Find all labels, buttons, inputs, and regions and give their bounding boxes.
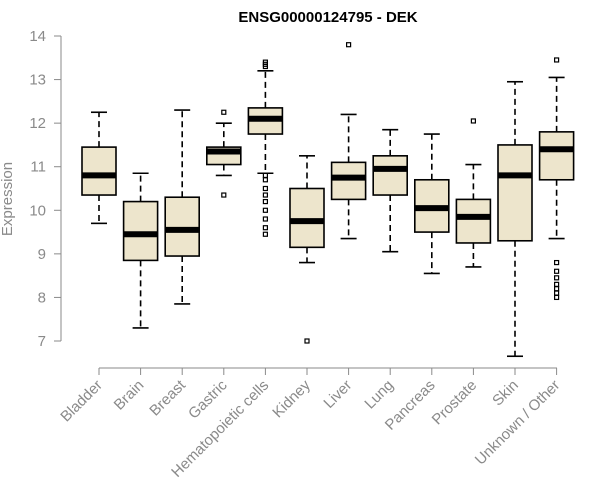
outlier-point — [262, 231, 268, 237]
outlier-point — [221, 192, 227, 198]
iqr-box — [122, 200, 159, 262]
outlier-point — [304, 338, 310, 344]
x-tick-label: Lung — [361, 377, 397, 413]
y-tick-label: 14 — [29, 28, 46, 45]
outlier-point — [553, 294, 560, 301]
x-tick-label: Liver — [320, 377, 355, 412]
iqr-box — [455, 198, 492, 244]
box-group — [247, 59, 284, 237]
outlier-point — [262, 185, 268, 192]
outlier-point — [553, 259, 560, 266]
y-tick-label: 12 — [29, 115, 46, 132]
box-group — [81, 111, 117, 225]
x-tick-label: Bladder — [57, 377, 106, 426]
y-tick-label: 10 — [29, 202, 46, 219]
outlier-point — [262, 225, 268, 231]
outlier-point — [346, 42, 352, 48]
box-group — [538, 57, 575, 301]
outlier-point — [262, 192, 268, 198]
outlier-point — [470, 118, 476, 124]
outlier-point — [262, 216, 268, 222]
iqr-box — [164, 196, 200, 257]
iqr-box — [372, 155, 409, 196]
box-group — [289, 155, 325, 344]
iqr-box — [538, 131, 575, 181]
x-tick-label: Prostate — [429, 377, 481, 429]
x-tick-label: Kidney — [269, 376, 314, 421]
iqr-box — [81, 146, 117, 196]
box-group — [122, 172, 159, 329]
box-group — [330, 42, 367, 240]
x-tick-label: Breast — [146, 376, 189, 419]
outlier-point — [553, 57, 560, 63]
outlier-point — [553, 286, 560, 292]
outlier-point — [553, 281, 560, 287]
outlier-point — [221, 109, 227, 115]
x-tick-label: Brain — [111, 377, 148, 414]
iqr-box — [497, 144, 533, 242]
box-group — [372, 128, 409, 253]
y-tick-label: 9 — [38, 246, 46, 263]
box-group — [497, 80, 533, 358]
y-tick-label: 8 — [38, 289, 46, 306]
box-group — [413, 133, 450, 275]
iqr-box — [289, 187, 325, 249]
iqr-box — [330, 161, 367, 201]
outlier-point — [553, 268, 560, 274]
y-tick-label: 13 — [29, 72, 46, 89]
box-group — [206, 109, 242, 198]
outlier-point — [553, 290, 560, 296]
box-group — [164, 109, 200, 305]
outlier-point — [262, 207, 268, 213]
box-group — [455, 118, 492, 268]
outlier-point — [262, 198, 268, 205]
y-tick-label: 11 — [30, 159, 46, 176]
box-series — [81, 42, 575, 358]
y-tick-label: 7 — [38, 333, 46, 350]
y-axis-label: Expression — [0, 162, 16, 236]
y-axis: 7 8 9 10 11 12 13 14 — [29, 28, 62, 350]
chart-title: ENSG00000124795 - DEK — [238, 9, 417, 26]
x-tick-label: Skin — [489, 377, 522, 410]
outlier-point — [262, 63, 268, 70]
outlier-point — [262, 177, 268, 183]
y-ticks: 7 8 9 10 11 12 13 14 — [29, 28, 61, 350]
outlier-point — [553, 275, 560, 281]
